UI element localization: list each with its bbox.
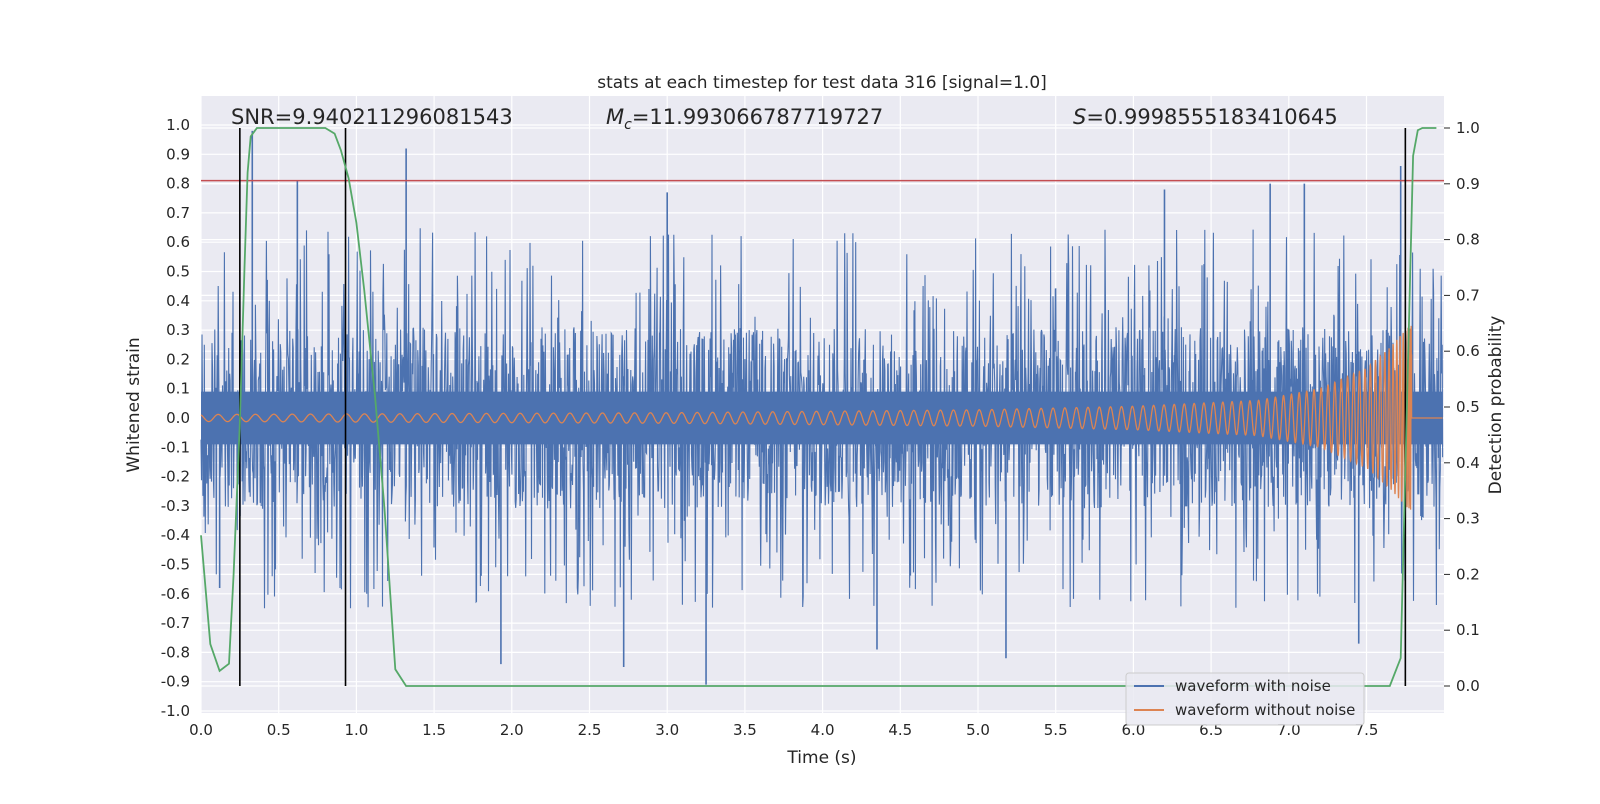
x-tick-label: 2.0 <box>500 721 524 739</box>
x-tick-label: 5.5 <box>1044 721 1068 739</box>
x-tick-label: 2.5 <box>578 721 602 739</box>
y-tick-label: -0.3 <box>161 497 190 515</box>
x-tick-label: 0.0 <box>189 721 213 739</box>
x-tick-label: 4.5 <box>888 721 912 739</box>
y2-tick-label: 0.3 <box>1456 510 1480 528</box>
y2-tick-label: 0.4 <box>1456 454 1480 472</box>
y2-axis-label: Detection probability <box>1486 316 1506 495</box>
s-annotation: S=0.9998555183410645 <box>1073 105 1338 129</box>
y2-tick-label: 0.8 <box>1456 231 1480 249</box>
probability-line <box>200 127 1437 687</box>
x-tick-label: 3.0 <box>655 721 679 739</box>
y-tick-label: 0.6 <box>166 233 190 251</box>
mc-subscript: c <box>624 117 632 133</box>
legend-noise-label: waveform with noise <box>1175 677 1331 695</box>
y2-tick-label: 0.6 <box>1456 342 1480 360</box>
y-tick-label: -0.5 <box>161 556 190 574</box>
x-tick-label: 4.0 <box>811 721 835 739</box>
mc-value: =11.993066787719727 <box>632 105 883 129</box>
y2-tick-label: 0.2 <box>1456 565 1480 583</box>
y-tick-label: -0.4 <box>161 526 190 544</box>
s-value: =0.9998555183410645 <box>1086 105 1337 129</box>
y-tick-label: 0.9 <box>166 145 190 163</box>
mc-annotation: Mc=11.993066787719727 <box>606 105 883 133</box>
y-tick-label: 0.5 <box>166 263 190 281</box>
y-tick-label: -1.0 <box>161 702 190 720</box>
x-axis-label: Time (s) <box>786 748 856 768</box>
signal-waveform-line <box>200 325 1443 510</box>
y2-tick-label: 0.7 <box>1456 286 1480 304</box>
snr-annotation: SNR=9.940211296081543 <box>231 105 513 129</box>
y-tick-label: 1.0 <box>166 116 190 134</box>
y-tick-label: -0.2 <box>161 468 190 486</box>
y2-tick-label: 0.9 <box>1456 175 1480 193</box>
y2-tick-label: 0.0 <box>1456 677 1480 695</box>
mc-symbol: M <box>606 105 624 129</box>
y-tick-label: -0.1 <box>161 438 190 456</box>
y-tick-label: -0.7 <box>161 614 190 632</box>
y-tick-label: 0.0 <box>166 409 190 427</box>
y-tick-label: 0.7 <box>166 204 190 222</box>
chart-title: stats at each timestep for test data 316… <box>597 73 1047 93</box>
s-symbol: S <box>1073 105 1086 129</box>
noise-waveform-line <box>200 228 1444 609</box>
x-tick-label: 1.0 <box>344 721 368 739</box>
y-tick-label: 0.2 <box>166 350 190 368</box>
axis-ticks: 0.0 0.5 1.0 1.5 2.0 2.5 3.0 3.5 4.0 4.5 5.0 5.5 6.0 6… <box>161 116 1480 739</box>
y-tick-label: -0.8 <box>161 643 190 661</box>
y2-tick-label: 0.1 <box>1456 621 1480 639</box>
legend: waveform with noise waveform without noi… <box>1125 672 1365 726</box>
y-tick-label: -0.9 <box>161 673 190 691</box>
y-tick-label: -0.6 <box>161 585 190 603</box>
signal-series <box>200 325 1443 510</box>
legend-box <box>1125 672 1365 726</box>
y-axis-label: Whitened strain <box>124 337 144 472</box>
y-tick-label: 0.4 <box>166 292 190 310</box>
y-tick-label: 0.1 <box>166 380 190 398</box>
legend-signal-label: waveform without noise <box>1175 701 1355 719</box>
y2-tick-label: 1.0 <box>1456 119 1480 137</box>
x-tick-label: 5.0 <box>966 721 990 739</box>
y2-tick-label: 0.5 <box>1456 398 1480 416</box>
noise-series <box>200 130 1444 685</box>
noise-core-band <box>201 391 1443 445</box>
x-tick-label: 3.5 <box>733 721 757 739</box>
overlay-lines <box>200 127 1444 687</box>
y-tick-label: 0.3 <box>166 321 190 339</box>
y-tick-label: 0.8 <box>166 175 190 193</box>
x-tick-label: 1.5 <box>422 721 446 739</box>
x-tick-label: 0.5 <box>267 721 291 739</box>
